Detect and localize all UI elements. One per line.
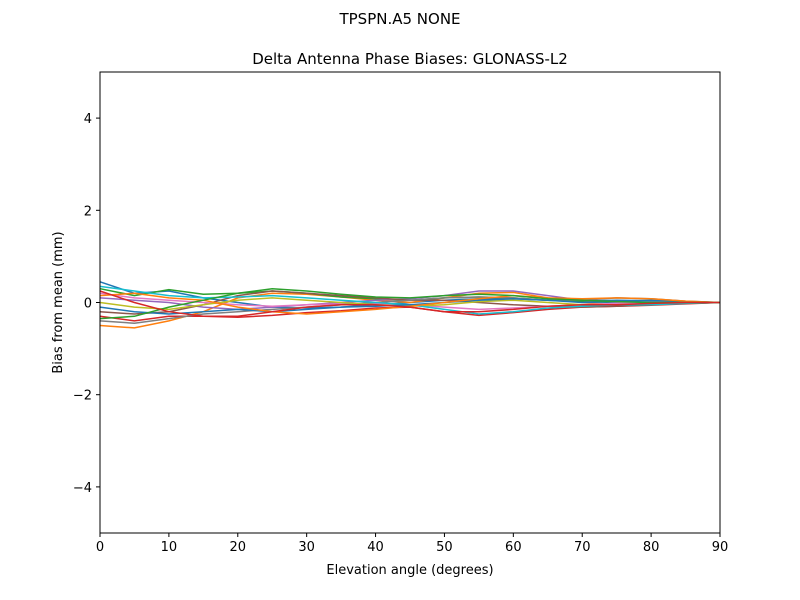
y-tick-label: 2	[84, 204, 92, 219]
x-tick-label: 80	[643, 540, 660, 555]
y-tick-label: 0	[84, 297, 92, 312]
x-tick-label: 90	[712, 540, 729, 555]
series-lines	[99, 281, 721, 329]
y-tick-label: 4	[84, 112, 92, 127]
suptitle: TPSPN.A5 NONE	[338, 10, 460, 28]
x-tick-label: 30	[298, 540, 315, 555]
x-tick-label: 50	[436, 540, 453, 555]
x-tick-label: 70	[574, 540, 591, 555]
y-axis-label: Bias from mean (mm)	[51, 231, 66, 373]
x-tick-label: 40	[367, 540, 384, 555]
x-axis: 0 10 20 30 40 50 60 70 80 90	[96, 533, 728, 555]
y-axis: −4 −2 0 2 4	[73, 112, 100, 496]
y-tick-label: −4	[73, 481, 92, 496]
series-line-12	[99, 287, 720, 320]
x-tick-label: 60	[505, 540, 522, 555]
y-tick-label: −2	[73, 389, 92, 404]
x-tick-label: 0	[96, 540, 104, 555]
chart-title: Delta Antenna Phase Biases: GLONASS-L2	[252, 50, 568, 68]
x-axis-label: Elevation angle (degrees)	[326, 563, 493, 578]
series-line-13	[99, 290, 720, 318]
series-line-4	[99, 290, 720, 311]
x-tick-label: 20	[230, 540, 247, 555]
x-tick-label: 10	[161, 540, 178, 555]
